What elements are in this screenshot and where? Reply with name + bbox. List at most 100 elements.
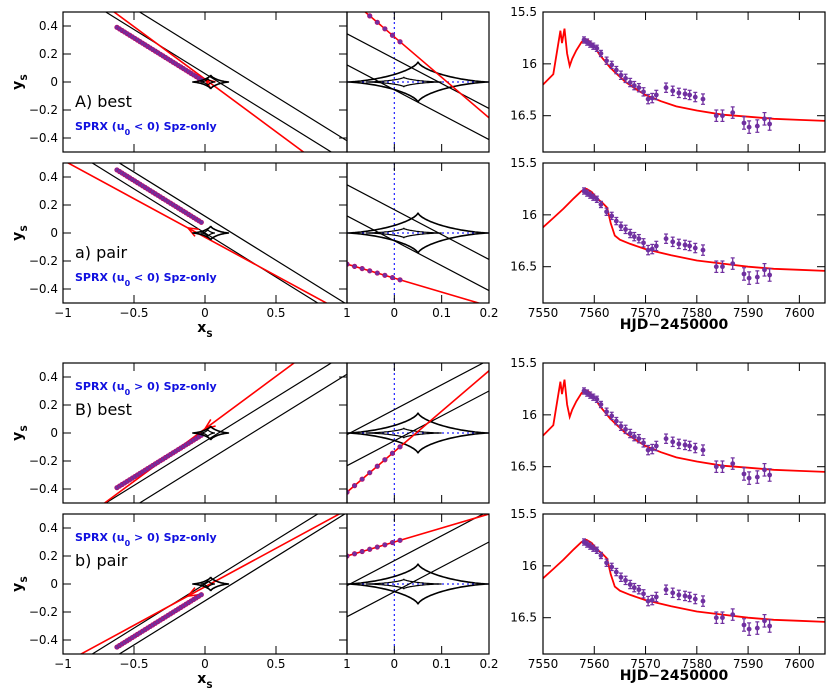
caustic bbox=[192, 74, 230, 90]
annotation-tail: < 0) Spz-only bbox=[130, 271, 216, 284]
y-tick-label: −0.2 bbox=[29, 103, 58, 117]
x-tick-label: 0.1 bbox=[432, 306, 451, 320]
model-curve bbox=[543, 538, 825, 623]
y-tick-label: 0 bbox=[50, 75, 58, 89]
data-point bbox=[590, 43, 596, 49]
satellite-trajectory-line bbox=[104, 363, 333, 503]
satellite-trajectory-line bbox=[118, 163, 346, 303]
y-tick-label: 0.4 bbox=[39, 170, 58, 184]
data-point bbox=[627, 80, 633, 85]
data-point bbox=[594, 45, 600, 51]
data-point bbox=[598, 402, 604, 407]
data-point bbox=[641, 440, 646, 446]
caustic bbox=[192, 225, 230, 241]
model-curve bbox=[543, 379, 825, 473]
data-point bbox=[623, 426, 628, 432]
epoch-point bbox=[397, 39, 403, 45]
zoom-plot-area bbox=[347, 514, 489, 654]
x-tick-label: 7600 bbox=[784, 306, 815, 320]
trajectory-panel-2: 0.4 0.2 0 −0.2 −0.4 yS a) pair SPRX (u0 < 0) Sp… bbox=[10, 162, 351, 340]
data-point bbox=[609, 213, 615, 219]
lightcurve-frame bbox=[542, 162, 826, 304]
data-point bbox=[670, 439, 676, 445]
caustic bbox=[192, 425, 230, 441]
y-tick-label: 16.5 bbox=[510, 460, 537, 474]
x-tick-label: 0.1 bbox=[432, 657, 451, 671]
x-tick-label: 0 bbox=[201, 306, 209, 320]
x-tick-label: 7590 bbox=[733, 306, 764, 320]
data-point bbox=[746, 275, 752, 281]
trajectory-plot-area bbox=[103, 363, 347, 503]
data-point bbox=[730, 261, 736, 266]
epoch-point bbox=[359, 548, 365, 555]
annotation-sub: 0 bbox=[125, 128, 131, 137]
data-point bbox=[663, 85, 669, 91]
caustic-inner bbox=[200, 77, 215, 87]
data-point bbox=[631, 234, 637, 240]
epoch-point bbox=[374, 270, 380, 276]
annotation-tail: < 0) Spz-only bbox=[130, 120, 216, 133]
data-point bbox=[692, 596, 698, 602]
x-axis-label-sub: S bbox=[206, 681, 212, 691]
data-point bbox=[762, 467, 767, 473]
data-point bbox=[713, 264, 719, 270]
data-point bbox=[687, 594, 693, 600]
data-point bbox=[762, 267, 767, 273]
caustic bbox=[192, 576, 230, 592]
data-point bbox=[598, 553, 604, 558]
y-tick-label: 15.5 bbox=[510, 356, 537, 370]
x-tick-label: −1 bbox=[54, 306, 72, 320]
data-point bbox=[604, 560, 609, 566]
data-point bbox=[636, 236, 642, 242]
data-point bbox=[687, 243, 693, 249]
data-point bbox=[682, 91, 688, 97]
data-point bbox=[613, 67, 619, 73]
data-point bbox=[663, 587, 669, 593]
x-tick-label: −0.5 bbox=[119, 657, 148, 671]
caustic bbox=[347, 412, 489, 454]
caustic-inner bbox=[365, 427, 442, 439]
data-point bbox=[627, 582, 633, 587]
ground-trajectory-line bbox=[66, 163, 329, 303]
data-point bbox=[623, 577, 628, 583]
x-tick-label: 7580 bbox=[682, 306, 713, 320]
data-point bbox=[631, 585, 637, 591]
data-point bbox=[682, 442, 688, 448]
y-axis-label: yS bbox=[10, 576, 30, 592]
data-point bbox=[594, 547, 600, 553]
data-point bbox=[594, 196, 600, 202]
data-point bbox=[687, 443, 693, 449]
lightcurve-x-axis-label: HJD−2450000 bbox=[620, 317, 729, 333]
epoch-point bbox=[374, 19, 380, 25]
data-point bbox=[590, 394, 596, 400]
y-tick-label: 0.2 bbox=[39, 549, 58, 563]
epoch-point bbox=[360, 7, 365, 12]
annotation-sub: 0 bbox=[125, 388, 131, 397]
data-point bbox=[663, 236, 669, 242]
data-point bbox=[741, 471, 747, 477]
satellite-trajectory-line bbox=[347, 541, 489, 618]
data-point bbox=[730, 461, 736, 466]
y-tick-label: 0 bbox=[50, 426, 58, 440]
data-point bbox=[676, 441, 682, 447]
epoch-point bbox=[382, 542, 388, 548]
data-point bbox=[746, 475, 752, 481]
y-tick-label: 0.2 bbox=[39, 198, 58, 212]
data-point bbox=[641, 89, 646, 95]
data-point bbox=[627, 431, 633, 436]
zoom-panel-1 bbox=[346, 7, 490, 153]
y-tick-label: 16.5 bbox=[510, 260, 537, 274]
panel-label: b) pair bbox=[75, 551, 128, 570]
data-point bbox=[741, 622, 747, 628]
y-tick-label: 16.5 bbox=[510, 109, 537, 123]
data-point bbox=[627, 231, 633, 236]
y-axis-label-sub: S bbox=[20, 74, 30, 80]
y-tick-label: −0.4 bbox=[29, 131, 58, 145]
data-point bbox=[767, 623, 773, 629]
satellite-trajectory-line bbox=[347, 363, 485, 436]
satellite-trajectory-line bbox=[118, 514, 346, 654]
lightcurve-plot-area bbox=[543, 187, 825, 285]
data-point bbox=[754, 625, 760, 631]
zoom-panel-4: 0 0.1 0.2 bbox=[346, 513, 499, 671]
data-point bbox=[645, 96, 651, 102]
